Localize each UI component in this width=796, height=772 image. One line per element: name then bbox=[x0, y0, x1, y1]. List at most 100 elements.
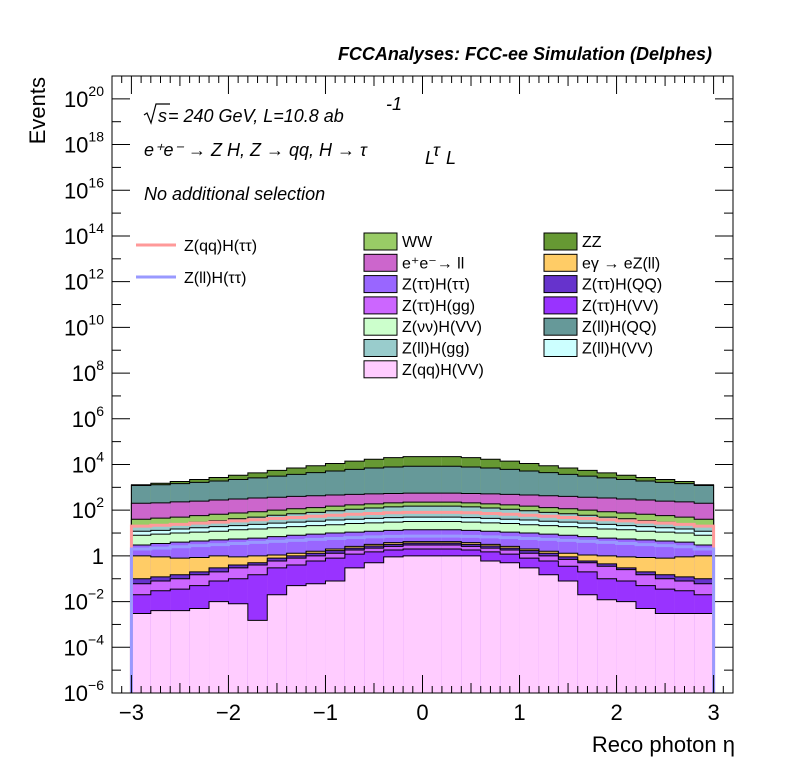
bar-z-qq-h-vv-22 bbox=[558, 580, 578, 693]
outline-e-ez-ll bbox=[130, 541, 715, 693]
bar-z-qq-h-vv-0 bbox=[131, 613, 151, 693]
bar-z-qq-h-vv-23 bbox=[577, 594, 598, 693]
legend-label: eγ → eZ(ll) bbox=[582, 255, 660, 272]
legend-label: Z(ττ)H(ττ) bbox=[402, 277, 470, 294]
legend-swatch bbox=[363, 253, 398, 272]
sqrt-symbol bbox=[143, 103, 170, 125]
legend-label: Z(ll)H(gg) bbox=[402, 341, 470, 358]
bar-z-qq-h-vv-27 bbox=[655, 613, 675, 693]
y-axis-title: Events bbox=[25, 77, 50, 144]
legend-label: e⁺e⁻→ ll bbox=[402, 255, 464, 272]
outline-z-h-vv bbox=[130, 520, 715, 693]
outline-e-e-ll bbox=[130, 492, 715, 693]
y-tick-label: 1016 bbox=[64, 174, 104, 203]
x-tick-label: 3 bbox=[707, 700, 719, 725]
y-tick-label: 1014 bbox=[64, 220, 104, 249]
sqrt-s-annotation: s = 240 GeV, L=10.8 ab -1 bbox=[143, 94, 402, 126]
legend-item-e-e-ll: e⁺e⁻→ ll bbox=[363, 253, 464, 272]
y-tick-label: 102 bbox=[72, 494, 104, 523]
legend-label: WW bbox=[402, 234, 433, 251]
energy-lumi-text: = 240 GeV, L=10.8 ab bbox=[168, 106, 344, 126]
x-tick-label: −1 bbox=[313, 700, 338, 725]
legend-label: ZZ bbox=[582, 234, 602, 251]
bar-z-qq-h-vv-13 bbox=[383, 556, 404, 693]
y-tick-label: 106 bbox=[72, 403, 104, 432]
bar-z-qq-h-vv-29 bbox=[694, 613, 714, 693]
x-tick-label: −3 bbox=[119, 700, 144, 725]
bar-z-qq-h-vv-25 bbox=[616, 601, 636, 693]
bar-z-qq-h-vv-10 bbox=[325, 580, 345, 693]
y-tick-label: 108 bbox=[72, 357, 104, 386]
signal-line-z-ll-h bbox=[129, 534, 716, 693]
legend-label: Z(ll)H(ττ) bbox=[184, 270, 246, 287]
process-subscript-2: L bbox=[446, 148, 456, 168]
outline-z-h-vv bbox=[130, 548, 715, 693]
bar-z-qq-h-vv-11 bbox=[344, 567, 365, 693]
signal-lines-layer bbox=[129, 510, 716, 693]
legend-swatch bbox=[543, 296, 578, 315]
y-tick-label: 10−6 bbox=[64, 677, 105, 706]
legend-swatch bbox=[363, 339, 398, 357]
energy-prefix: s bbox=[158, 106, 167, 126]
legend-signal: Z(qq)H(ττ) Z(ll)H(ττ) bbox=[136, 238, 257, 287]
y-tick-label: 1012 bbox=[64, 266, 104, 295]
stack-bars-layer bbox=[130, 456, 715, 693]
bar-z-qq-h-vv-14 bbox=[403, 555, 423, 693]
outline-z-ll-h-vv bbox=[130, 516, 715, 693]
axis-ticks-layer bbox=[111, 75, 734, 694]
legend-item-z-h-vv: Z(νν)H(VV) bbox=[363, 317, 482, 336]
bar-z-qq-h-vv-28 bbox=[674, 613, 695, 693]
bar-z-qq-h-vv-2 bbox=[170, 610, 190, 693]
series-z-qq-h-vv bbox=[130, 555, 715, 693]
legend-label: Z(qq)H(ττ) bbox=[184, 238, 257, 255]
bar-z-qq-h-vv-3 bbox=[189, 608, 210, 693]
legend-swatch bbox=[363, 275, 398, 294]
legend-main: WW ZZ e⁺e⁻→ ll eγ → eZ(ll) Z(ττ)H(ττ) Z(ττ)H(… bbox=[363, 232, 662, 379]
legend-label: Z(ττ)H(QQ) bbox=[582, 277, 662, 294]
outline-z-h-gg bbox=[130, 544, 715, 693]
outline-z-ll-h-qq bbox=[130, 465, 715, 693]
legend-item-z-h-vv: Z(ττ)H(VV) bbox=[543, 296, 659, 315]
bar-z-qq-h-vv-17 bbox=[461, 555, 481, 693]
y-tick-label: 10−4 bbox=[64, 631, 105, 660]
lumi-exponent: -1 bbox=[386, 94, 402, 114]
legend-swatch bbox=[543, 232, 578, 251]
bar-z-qq-h-vv-21 bbox=[538, 574, 559, 693]
legend-swatch bbox=[363, 296, 398, 315]
legend-item-z-ll-h-qq: Z(ll)H(QQ) bbox=[543, 317, 657, 336]
selection-note: No additional selection bbox=[144, 184, 325, 204]
y-tick-label: 1020 bbox=[64, 83, 104, 112]
legend-swatch bbox=[543, 339, 578, 357]
y-tick-label: 104 bbox=[72, 448, 104, 477]
legend-label: Z(qq)H(VV) bbox=[402, 362, 484, 379]
process-text: e⁺e⁻ → Z H, Z → qq, H → τ bbox=[144, 140, 368, 160]
y-tick-label: 10−2 bbox=[64, 586, 105, 615]
bar-z-qq-h-vv-5 bbox=[228, 603, 248, 693]
bar-z-qq-h-vv-7 bbox=[267, 594, 287, 693]
bar-z-qq-h-vv-15 bbox=[422, 555, 442, 693]
chart-title: FCCAnalyses: FCC-ee Simulation (Delphes) bbox=[338, 44, 712, 64]
outline-ww bbox=[130, 501, 715, 693]
legend-swatch bbox=[363, 317, 398, 336]
legend-item-z-ll-h-vv: Z(ll)H(VV) bbox=[543, 339, 653, 358]
legend-label: Z(ll)H(VV) bbox=[582, 341, 653, 358]
bar-z-qq-h-vv-1 bbox=[150, 610, 171, 693]
legend-swatch bbox=[543, 275, 578, 294]
legend-swatch bbox=[363, 232, 398, 251]
legend-signal-item-z-qq-h: Z(qq)H(ττ) bbox=[136, 238, 257, 255]
bar-z-qq-h-vv-9 bbox=[306, 583, 326, 693]
bar-z-qq-h-vv-24 bbox=[597, 599, 617, 693]
bar-z-qq-h-vv-26 bbox=[635, 608, 656, 693]
bar-z-qq-h-vv-16 bbox=[441, 555, 462, 693]
process-subscript-1: L bbox=[425, 148, 435, 168]
x-tick-label: −2 bbox=[216, 700, 241, 725]
bar-z-qq-h-vv-8 bbox=[286, 585, 307, 693]
legend-label: Z(ττ)H(gg) bbox=[402, 298, 475, 315]
legend-item-zz: ZZ bbox=[543, 232, 602, 251]
legend-item-z-h: Z(ττ)H(ττ) bbox=[363, 275, 470, 294]
legend-signal-item-z-ll-h: Z(ll)H(ττ) bbox=[136, 270, 246, 287]
bar-z-qq-h-vv-20 bbox=[519, 567, 539, 693]
outline-z-h bbox=[130, 529, 715, 693]
bar-z-qq-h-vv-18 bbox=[480, 560, 501, 693]
